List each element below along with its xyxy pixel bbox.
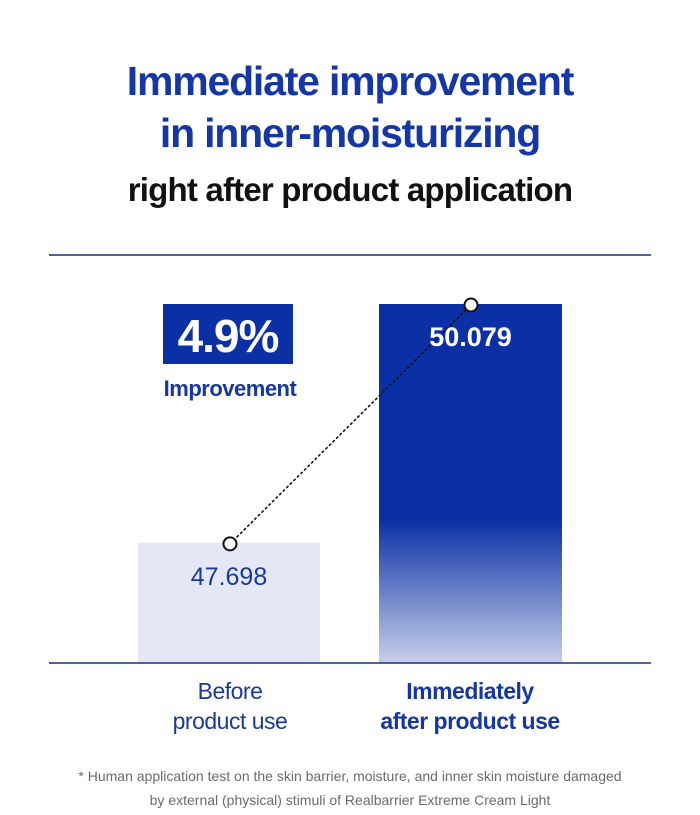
improvement-value: 4.9% <box>178 310 279 362</box>
trend-connector <box>229 304 472 545</box>
point-before <box>222 536 238 552</box>
footnote-line-2: by external (physical) stimuli of Realba… <box>149 792 551 808</box>
value-label-after: 50.079 <box>429 322 512 352</box>
title-line-1: Immediate improvement <box>126 58 575 104</box>
category-label-after: Immediately after product use <box>380 678 560 734</box>
improvement-label: Improvement <box>164 376 298 401</box>
value-label-before: 47.698 <box>191 563 267 591</box>
category-label-before: Before product use <box>172 678 288 734</box>
subtitle: right after product application <box>127 171 573 208</box>
improvement-badge <box>163 304 293 364</box>
bar-after <box>379 304 562 663</box>
footnote-line-1: * Human application test on the skin bar… <box>78 768 622 784</box>
title-line-2: in inner-moisturizing <box>159 110 541 156</box>
bar-before <box>138 542 320 663</box>
point-after <box>463 297 479 313</box>
